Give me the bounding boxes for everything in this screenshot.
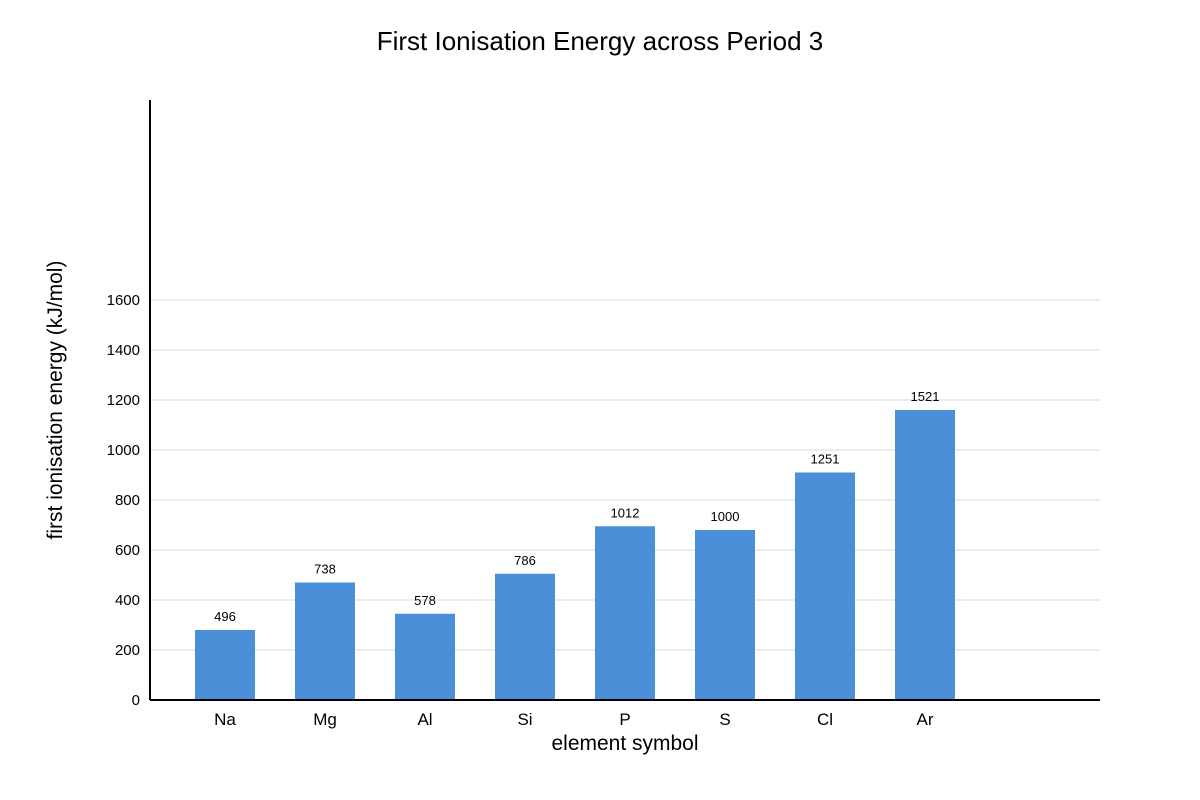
x-tick-label: Ar xyxy=(917,710,934,729)
data-label-si: 786 xyxy=(514,553,536,568)
y-tick-label: 600 xyxy=(115,542,140,559)
x-tick-label: P xyxy=(619,710,630,729)
data-labels: 496 738 578 786 1012 1000 1251 1521 xyxy=(214,389,939,624)
y-ticks: 0 200 400 600 800 1000 1200 1400 1600 xyxy=(107,292,140,709)
x-tick-label: Al xyxy=(417,710,432,729)
bars xyxy=(195,410,955,700)
bar-cl xyxy=(795,472,855,700)
data-label-cl: 1251 xyxy=(811,452,840,467)
bar-p xyxy=(595,526,655,700)
x-tick-label: Si xyxy=(517,710,532,729)
y-tick-label: 1400 xyxy=(107,342,140,359)
y-tick-label: 800 xyxy=(115,492,140,509)
y-tick-label: 400 xyxy=(115,592,140,609)
x-axis-label: element symbol xyxy=(551,732,698,755)
y-tick-label: 200 xyxy=(115,642,140,659)
bar-mg xyxy=(295,582,355,700)
data-label-p: 1012 xyxy=(611,505,640,520)
chart-title: First Ionisation Energy across Period 3 xyxy=(377,26,824,56)
x-tick-label: Na xyxy=(214,710,236,729)
bar-ar xyxy=(895,410,955,700)
x-tick-label: Mg xyxy=(313,710,337,729)
bar-na xyxy=(195,630,255,700)
y-tick-label: 1000 xyxy=(107,442,140,459)
data-label-s: 1000 xyxy=(711,509,740,524)
y-tick-label: 1200 xyxy=(107,392,140,409)
x-tick-label: S xyxy=(719,710,730,729)
y-tick-label: 0 xyxy=(132,692,140,709)
data-label-al: 578 xyxy=(414,593,436,608)
y-axis-label: first ionisation energy (kJ/mol) xyxy=(44,261,67,540)
bar-al xyxy=(395,613,455,700)
data-label-ar: 1521 xyxy=(911,389,940,404)
data-label-na: 496 xyxy=(214,609,236,624)
data-label-mg: 738 xyxy=(314,562,336,577)
y-tick-label: 1600 xyxy=(107,292,140,309)
x-tick-label: Cl xyxy=(817,710,833,729)
bar-s xyxy=(695,530,755,700)
x-ticks: Na Mg Al Si P S Cl Ar xyxy=(214,710,934,729)
bar-si xyxy=(495,573,555,700)
